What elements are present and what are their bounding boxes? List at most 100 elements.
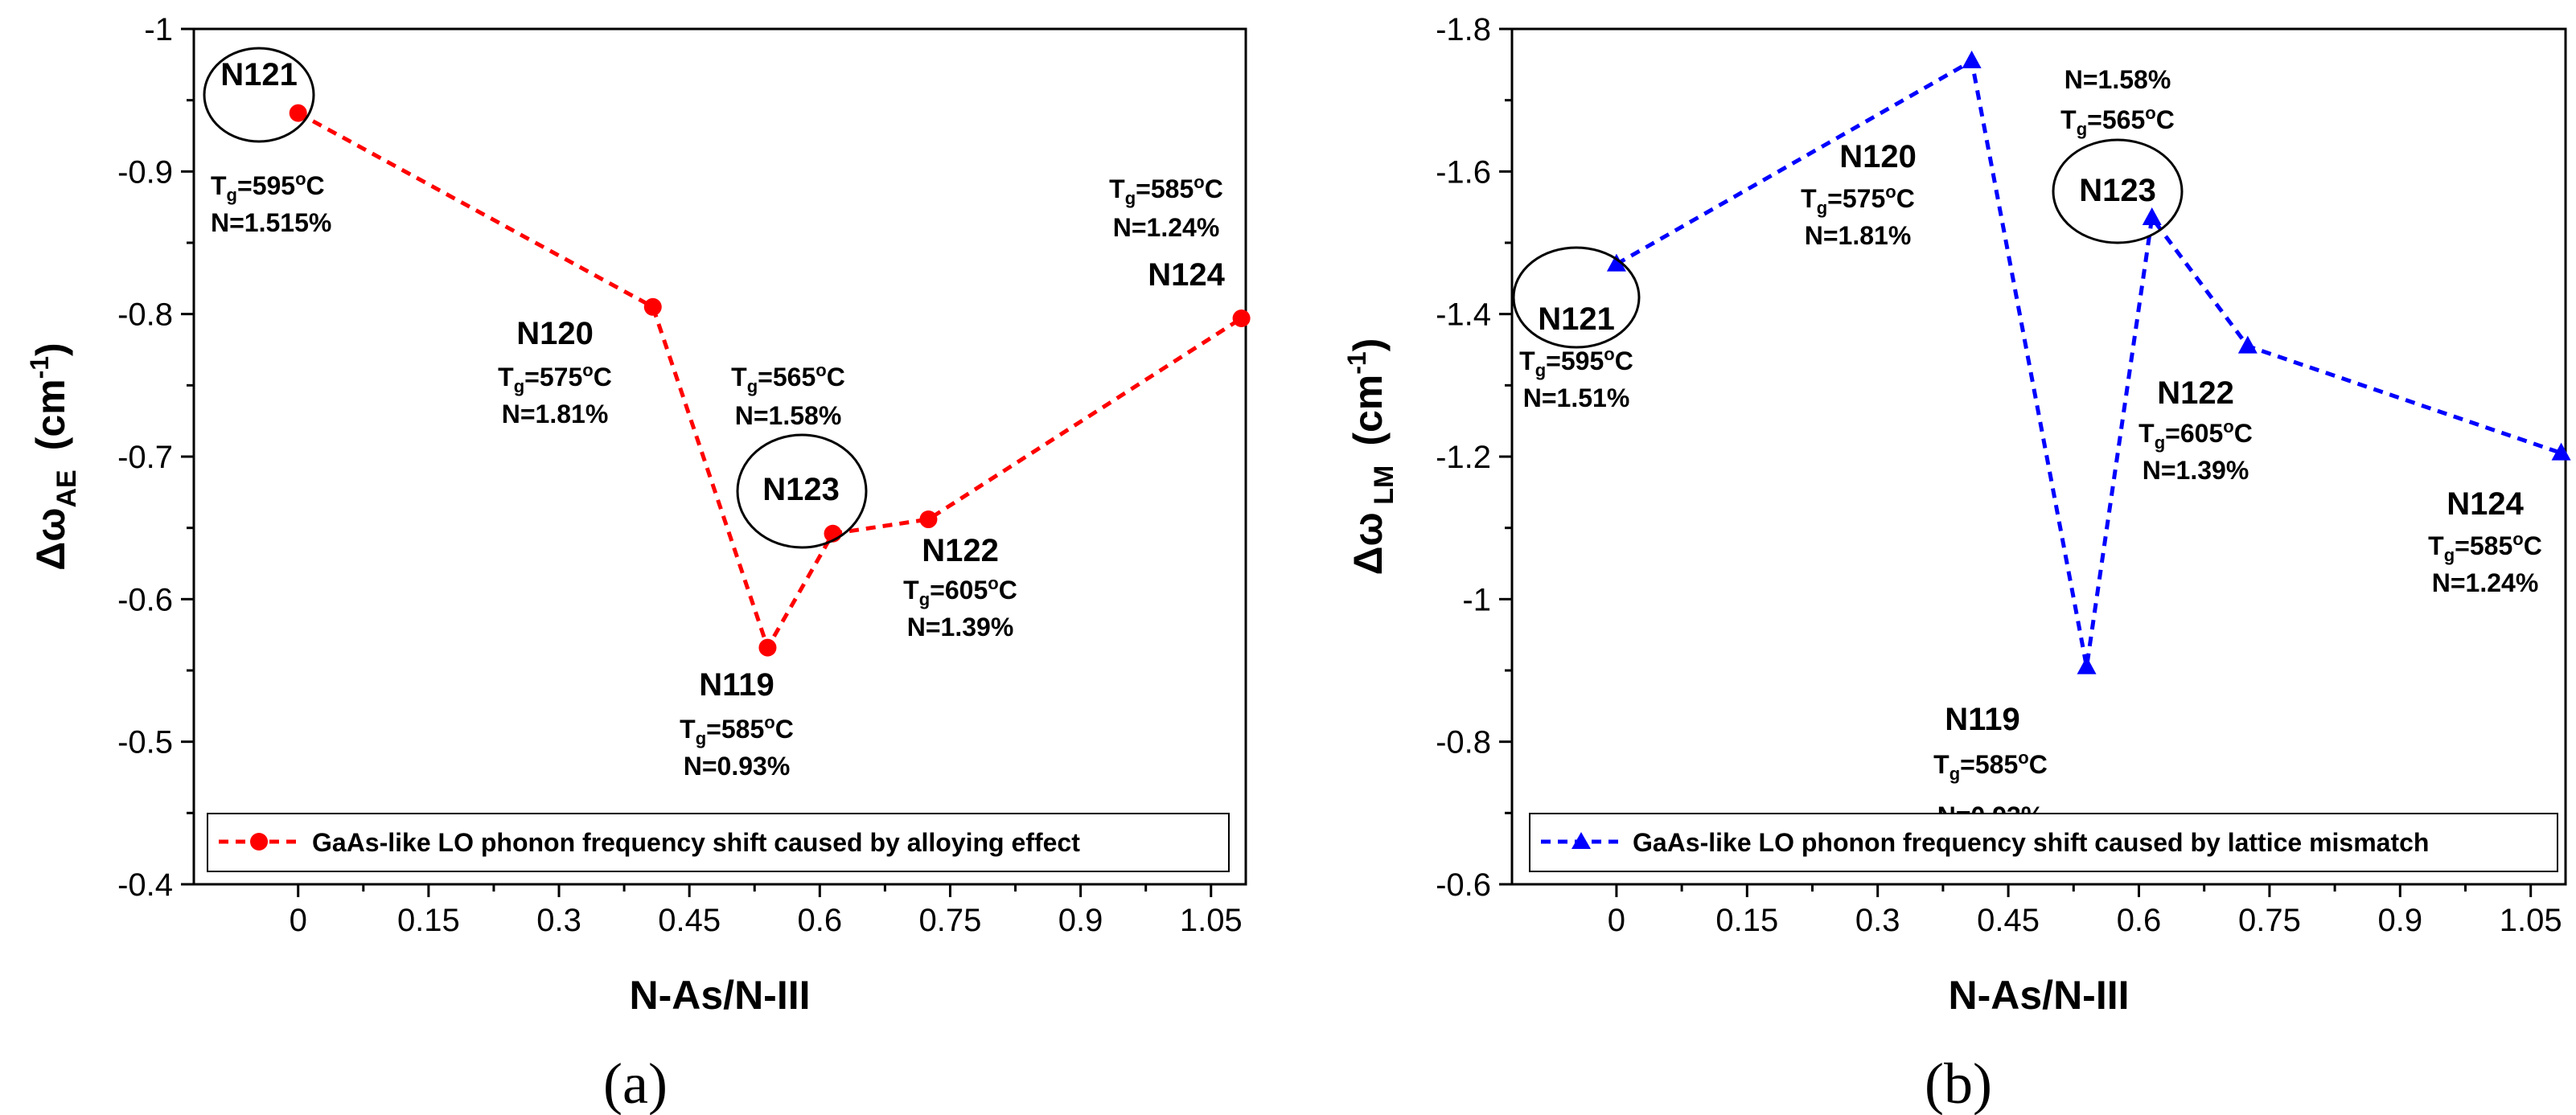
x-tick-label: 0.75 (919, 903, 982, 938)
y-tick-label: -1.6 (1436, 154, 1491, 190)
point-name-n121: N121 (220, 57, 298, 92)
x-axis-title-b: N-As/N-III (1949, 973, 2130, 1018)
data-point-n120 (1962, 50, 1982, 68)
data-point-n124 (1232, 309, 1251, 327)
data-point-n121 (1606, 253, 1626, 272)
data-point-n119 (2077, 656, 2097, 674)
x-tick-label: 0.45 (658, 903, 721, 938)
y-tick-label: -1.8 (1436, 12, 1491, 47)
y-axis-title-a: ΔωAE(cm-1) (25, 342, 82, 570)
x-tick-label: 0.45 (1977, 903, 2040, 938)
growth-temp-n122: Tg=605oC (2138, 416, 2253, 453)
data-point-n124 (2551, 442, 2571, 461)
data-point-n122 (2237, 335, 2258, 354)
point-name-n124: N124 (1148, 257, 1225, 293)
data-point-n120 (643, 297, 662, 316)
growth-temp-n119: Tg=585oC (680, 712, 794, 748)
growth-temp-n119: Tg=585oC (1933, 748, 2048, 784)
point-labels-b: N121 Tg=595oC N=1.51% N120 Tg=575oC N=1.81% N1… (1519, 65, 2542, 830)
nitrogen-n124: N=1.24% (1113, 213, 1220, 242)
y-tick-label: -0.6 (117, 582, 173, 617)
y-tick-label: -0.8 (117, 297, 173, 333)
x-tick-label: 0.3 (536, 903, 581, 938)
nitrogen-n120: N=1.81% (502, 400, 609, 428)
x-tick-label: 0.75 (2238, 903, 2301, 938)
x-tick-label: 0.6 (2117, 903, 2162, 938)
legend-text-a: GaAs-like LO phonon frequency shift caus… (312, 828, 1080, 857)
nitrogen-n119: N=0.93% (684, 752, 791, 781)
highlight-circle-n123-b (2052, 138, 2184, 244)
x-tick-label: 0 (1608, 903, 1625, 938)
legend-box-a (207, 813, 1230, 872)
x-tick-label: 0.6 (798, 903, 843, 938)
x-tick-label: 0.15 (397, 903, 460, 938)
growth-temp-n120: Tg=575oC (498, 360, 612, 396)
legend-box-b (1529, 813, 2558, 872)
x-tick-label: 0.9 (2377, 903, 2422, 938)
point-name-n124: N124 (2447, 486, 2524, 522)
y-tick-label: -1 (1462, 582, 1491, 617)
legend-marker-b (1571, 832, 1591, 849)
nitrogen-n122: N=1.39% (907, 613, 1014, 642)
point-name-n121: N121 (1538, 301, 1615, 337)
growth-temp-n124: Tg=585oC (1109, 172, 1223, 208)
y-tick-label: -1 (144, 12, 173, 47)
point-name-n119: N119 (1945, 702, 2019, 737)
x-tick-label: 1.05 (2500, 903, 2562, 938)
nitrogen-n121: N=1.515% (211, 208, 331, 237)
highlight-circle-n123-a (736, 433, 868, 549)
x-tick-label: 0 (290, 903, 307, 938)
point-name-n120: N120 (1839, 139, 1917, 174)
data-point-n122 (919, 510, 938, 529)
y-tick-label: -1.2 (1436, 440, 1491, 475)
nitrogen-n122: N=1.39% (2143, 456, 2249, 485)
nitrogen-n123: N=1.58% (2064, 65, 2171, 94)
series-line-a (297, 111, 1243, 653)
y-tick-label: -0.4 (117, 867, 173, 903)
growth-temp-n120: Tg=575oC (1801, 182, 1915, 218)
point-labels-a: N121 Tg=595oC N=1.515% N120 Tg=575oC N=1.81% N… (211, 57, 1226, 781)
nitrogen-n121: N=1.51% (1523, 383, 1630, 412)
x-tick-label: 0.9 (1058, 903, 1103, 938)
growth-temp-n124: Tg=585oC (2428, 529, 2542, 565)
series-line (1615, 57, 2562, 668)
x-tick-label: 1.05 (1180, 903, 1243, 938)
y-tick-label: -0.5 (117, 725, 173, 760)
legend-marker-a (250, 833, 268, 851)
nitrogen-n123: N=1.58% (735, 401, 842, 430)
y-tick-label: -0.9 (117, 154, 173, 190)
y-axis-title-b: Δω LM(cm-1) (1342, 338, 1399, 576)
data-point-n123 (2142, 207, 2162, 225)
point-name-n123: N123 (2079, 173, 2156, 208)
series-markers-b (1606, 50, 2571, 674)
growth-temp-n122: Tg=605oC (903, 573, 1017, 609)
growth-temp-n121: Tg=595oC (1519, 344, 1633, 380)
series-line-b (1615, 57, 2562, 668)
series-line (297, 111, 1243, 653)
x-axis-title-a: N-As/N-III (630, 973, 811, 1018)
growth-temp-n121: Tg=595oC (211, 169, 325, 205)
x-tick-label: 0.15 (1715, 903, 1778, 938)
data-point-n119 (758, 638, 777, 657)
point-name-n119: N119 (699, 667, 774, 703)
growth-temp-n123: Tg=565oC (2060, 103, 2175, 139)
axis-ticks-a: 0 0.15 0.3 0.45 0.6 0.75 0.9 1.05 -0.4 -0.5 -0.6 -0… (117, 12, 1243, 938)
y-tick-label: -0.6 (1436, 867, 1491, 903)
panel-label-b: (b) (1925, 1051, 1992, 1115)
y-tick-label: -0.8 (1436, 725, 1491, 760)
data-point-n121 (289, 104, 307, 122)
panel-label-a: (a) (603, 1051, 668, 1115)
svg-text:Δω LM(cm-1): Δω LM(cm-1) (1342, 338, 1399, 576)
y-tick-label: -1.4 (1436, 297, 1491, 333)
nitrogen-n120: N=1.81% (1805, 221, 1912, 250)
chart-panel-b: 0 0.15 0.3 0.45 0.6 0.75 0.9 1.05 -0.6 -0.8 -1 -1.2… (1342, 12, 2571, 1115)
legend-text-b: GaAs-like LO phonon frequency shift caus… (1633, 828, 2429, 857)
point-name-n122: N122 (922, 533, 999, 568)
axis-ticks-b: 0 0.15 0.3 0.45 0.6 0.75 0.9 1.05 -0.6 -0.8 -1 -1.2… (1436, 12, 2562, 938)
point-name-n123: N123 (762, 472, 840, 507)
x-tick-label: 0.3 (1855, 903, 1900, 938)
highlight-circle-n121-a (203, 47, 315, 143)
svg-text:ΔωAE(cm-1): ΔωAE(cm-1) (25, 342, 82, 570)
y-tick-label: -0.7 (117, 440, 173, 475)
